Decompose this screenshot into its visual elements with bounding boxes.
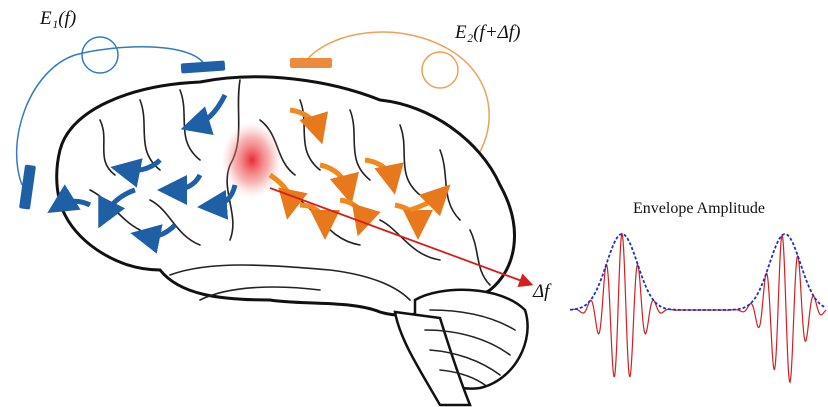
- envelope-curve: [570, 234, 826, 310]
- brain: [57, 77, 528, 405]
- electrode: [19, 165, 36, 210]
- electrode: [181, 60, 226, 73]
- envelope-label: Envelope Amplitude: [633, 200, 765, 217]
- figure: E₁(f) E₂(f+Δf) Δf Envelope Amplitude: [0, 0, 828, 407]
- electrode: [290, 58, 332, 68]
- electrode-2-label: E₂(f+Δf): [454, 22, 520, 43]
- electrode-1-label: E₁(f): [39, 8, 76, 29]
- difference-label: Δf: [532, 281, 552, 302]
- stimulation-focus: [222, 122, 282, 198]
